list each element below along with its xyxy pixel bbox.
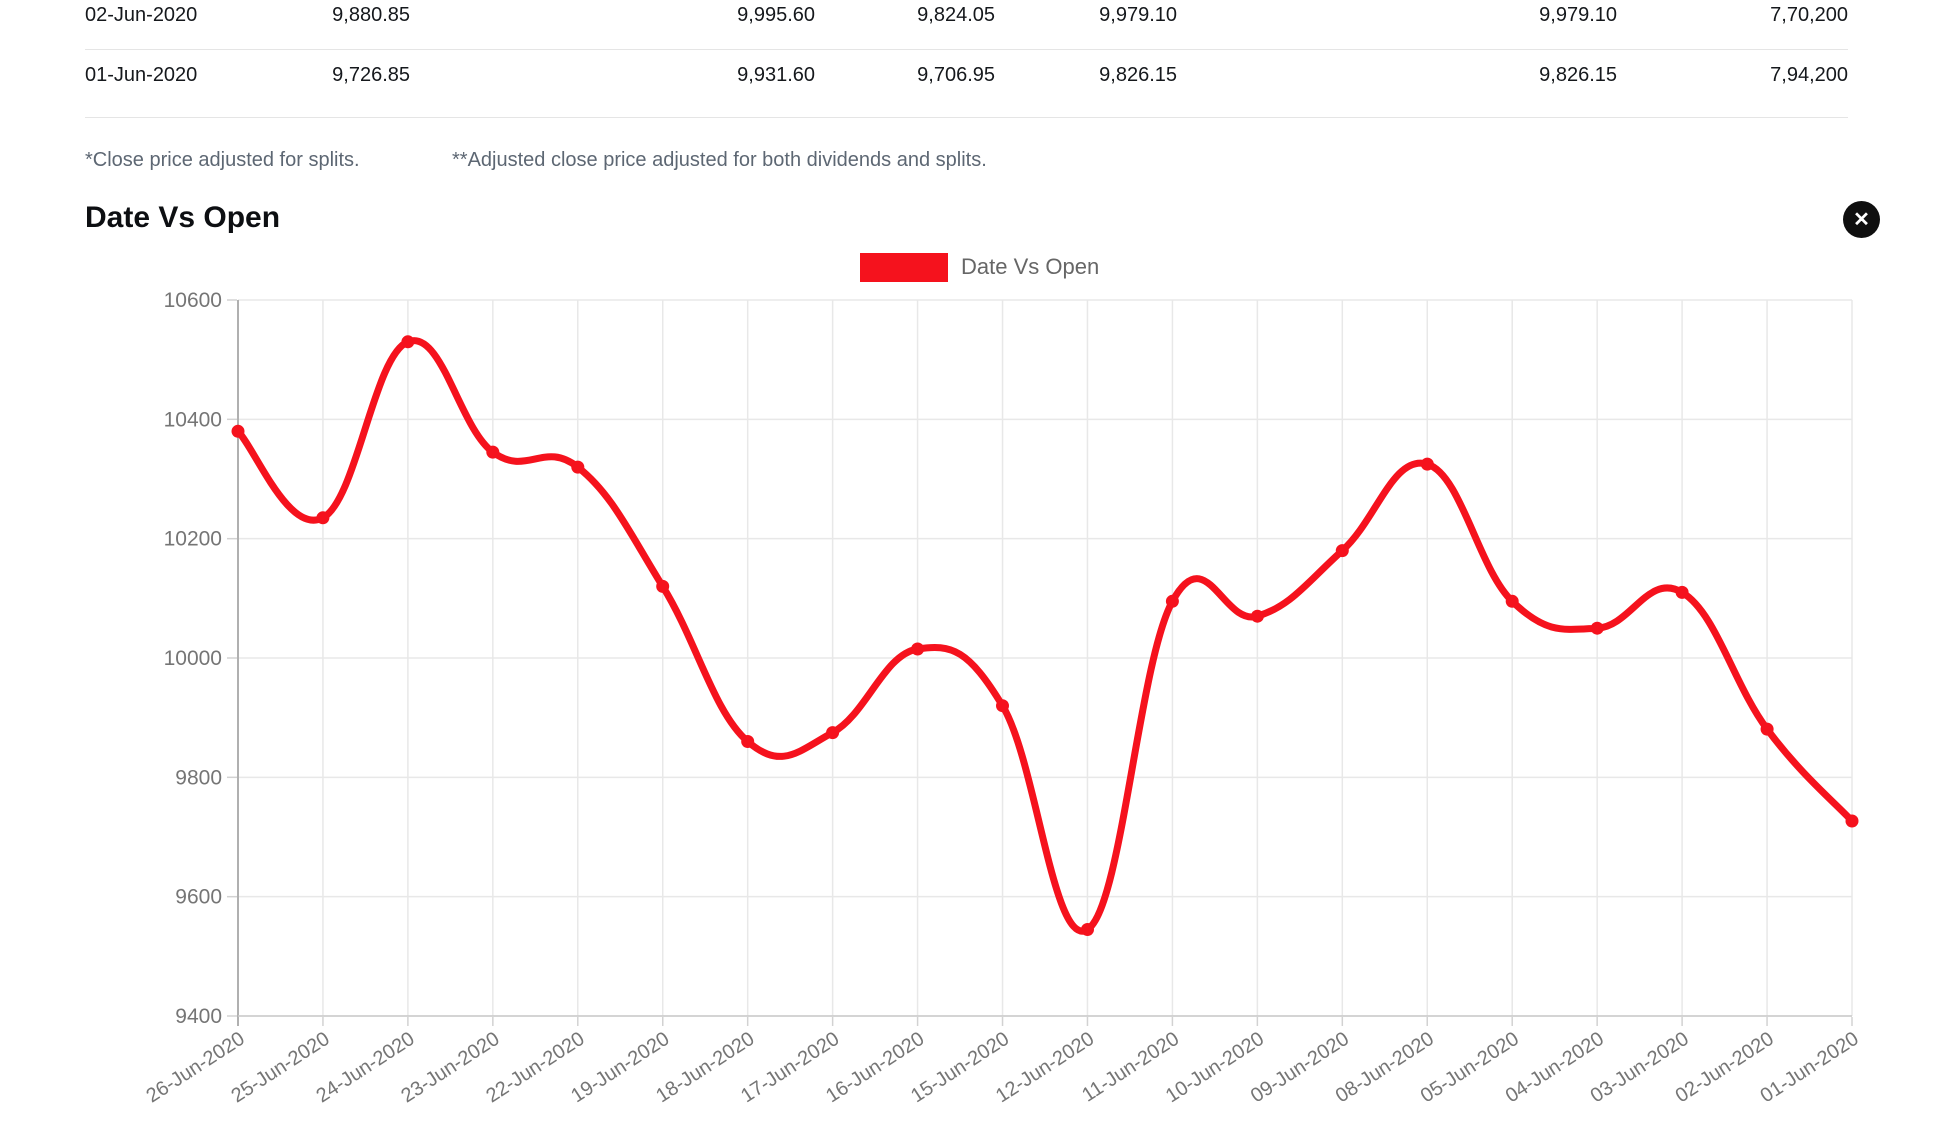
data-point [1590,621,1604,635]
data-point [656,579,670,593]
y-tick-label: 10000 [164,647,222,670]
table-row: 01-Jun-2020 9,726.85 9,931.60 9,706.95 9,826… [85,50,1848,118]
cell-volume: 7,94,200 [1770,64,1848,86]
data-point [1760,722,1774,736]
data-point [1250,609,1264,623]
table-row: 02-Jun-2020 9,880.85 9,995.60 9,824.05 9,979… [85,0,1848,50]
data-point [486,445,500,459]
data-point [1081,923,1094,936]
y-tick-label: 9600 [175,886,222,909]
chart-title: Date Vs Open [85,201,281,234]
cell-close: 9,826.15 [1099,64,1177,86]
legend-label: Date Vs Open [961,254,1100,279]
history-table: 02-Jun-2020 9,880.85 9,995.60 9,824.05 9,979… [85,0,1848,118]
history-table-body: 02-Jun-2020 9,880.85 9,995.60 9,824.05 9,979… [85,0,1848,118]
data-point [231,424,245,438]
cell-open: 9,880.85 [332,4,410,26]
legend-swatch [860,252,948,282]
cell-adj_close: 9,826.15 [1539,64,1617,86]
data-point [1335,544,1349,558]
cell-open: 9,726.85 [332,64,410,86]
data-point [401,335,415,349]
data-point [571,460,585,474]
close-icon: ✕ [1853,209,1870,231]
cell-low: 9,706.95 [917,64,995,86]
data-point [1845,814,1859,828]
data-point [911,642,925,656]
y-tick-label: 9400 [175,1005,222,1028]
data-point [1165,594,1179,608]
close-button[interactable]: ✕ [1843,201,1880,238]
cell-date: 01-Jun-2020 [85,64,198,86]
data-point [741,735,755,748]
legend-item[interactable]: Date Vs Open [860,252,1099,282]
data-point [316,511,330,525]
cell-volume: 7,70,200 [1770,4,1848,26]
y-tick-label: 10400 [164,408,222,431]
cell-high: 9,931.60 [737,64,815,86]
cell-high: 9,995.60 [737,4,815,26]
cell-low: 9,824.05 [917,4,995,26]
data-point [1420,457,1434,471]
y-tick-label: 10200 [164,528,222,551]
footnote-adjusted: **Adjusted close price adjusted for both… [452,149,987,171]
cell-adj_close: 9,979.10 [1539,4,1617,26]
y-tick-label: 9800 [175,766,222,789]
data-point [1505,594,1519,608]
data-point [826,726,840,740]
data-point [1675,585,1689,599]
footnote-splits: *Close price adjusted for splits. [85,149,360,171]
cell-close: 9,979.10 [1099,4,1177,26]
cell-date: 02-Jun-2020 [85,4,198,26]
data-point [996,699,1009,713]
y-tick-label: 10600 [164,289,222,312]
line-series [234,337,1856,935]
